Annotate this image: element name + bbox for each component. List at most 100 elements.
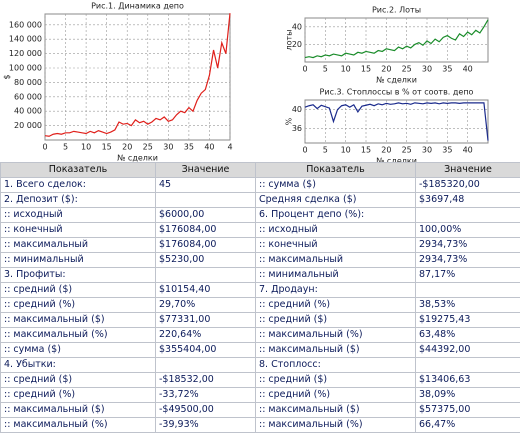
value-cell [155, 267, 256, 283]
value-cell: 63,48% [415, 327, 520, 343]
value-cell: -39,93% [155, 417, 256, 433]
value-cell: 2934,73% [415, 237, 520, 253]
label-cell: 6. Процент депо (%): [255, 207, 416, 223]
value-cell: 87,17% [415, 267, 520, 283]
label-cell: :: максимальный [0, 237, 156, 253]
label-cell: :: средний (%) [0, 387, 156, 403]
value-cell: 2934,73% [415, 252, 520, 268]
value-cell: 29,70% [155, 297, 256, 313]
value-cell: 220,64% [155, 327, 256, 343]
y-tick-label: 160 000 [9, 20, 42, 29]
label-cell: :: средний (%) [255, 387, 416, 403]
x-tick-label: 30 [422, 146, 432, 155]
label-cell: :: максимальный ($) [0, 402, 156, 418]
table-row: :: сумма ($) $355404,00:: максимальный ($… [0, 342, 520, 358]
value-cell: $3697,48 [415, 192, 520, 208]
x-tick-label: 5 [323, 65, 328, 74]
value-cell [155, 357, 256, 373]
chart-title: Рис.3. Стоплоссы в % от соотв. депо [320, 88, 474, 97]
table-row: :: средний ($) -$18532,00:: средний ($) $1… [0, 372, 520, 388]
value-cell: $5230,00 [155, 252, 256, 268]
value-cell: $10154,40 [155, 282, 256, 298]
y-tick-label: 36 [292, 124, 302, 133]
y-tick-label: 100 000 [9, 64, 42, 73]
x-tick-label: 5 [323, 146, 328, 155]
header-cell: Значение [155, 162, 256, 178]
charts: Рис.1. Динамика депо № сделки $0 5 10 15 20 25 3… [3, 2, 489, 163]
table-row: :: минимальный $5230,00:: максимальный 293… [0, 252, 520, 268]
y-tick-label: 140 000 [9, 35, 42, 44]
x-tick-label: 30 [163, 143, 173, 152]
label-cell: Средняя сделка ($) [255, 192, 416, 208]
y-tick-label: 20 000 [14, 121, 42, 130]
x-tick-label: 10 [81, 143, 91, 152]
y-tick-label: 80 000 [14, 78, 42, 87]
label-cell: :: максимальный ($) [0, 312, 156, 328]
value-cell: $57375,00 [415, 402, 520, 418]
x-tick-label: 10 [341, 146, 351, 155]
x-tick-label: 10 [341, 65, 351, 74]
label-cell: :: исходный [255, 222, 416, 238]
header-cell: Показатель [255, 162, 416, 178]
x-axis-label: № сделки [117, 154, 158, 163]
value-cell: $13406,63 [415, 372, 520, 388]
label-cell: :: средний ($) [255, 372, 416, 388]
value-cell: 38,09% [415, 387, 520, 403]
table-row: :: максимальный (%) 220,64%:: максимальны… [0, 327, 520, 343]
x-tick-label: 0 [302, 146, 307, 155]
x-tick-label: 20 [381, 146, 391, 155]
table-row: 3. Профиты::: минимальный 87,17% [0, 267, 520, 283]
data-line [304, 102, 489, 141]
label-cell: :: средний ($) [0, 372, 156, 388]
y-axis-label: лоты [285, 30, 294, 51]
value-cell [415, 207, 520, 223]
data-line [44, 13, 231, 137]
y-tick-label: 40 000 [14, 107, 42, 116]
y-tick-label: 40 [292, 105, 302, 114]
x-tick-label: 15 [361, 65, 371, 74]
label-cell: :: средний (%) [255, 297, 416, 313]
header-cell: Значение [415, 162, 520, 178]
label-cell: :: минимальный [0, 252, 156, 268]
value-cell: $77331,00 [155, 312, 256, 328]
x-tick-label: 35 [442, 146, 452, 155]
label-cell: :: минимальный [255, 267, 416, 283]
table-row: :: максимальный (%) -39,93%:: максимальны… [0, 417, 520, 433]
plot-area [304, 99, 489, 144]
y-tick-label: 20 [292, 40, 302, 49]
x-axis-label: № сделки [376, 76, 417, 85]
table-row: :: средний ($) $10154,40 7. Дродаун: [0, 282, 520, 298]
x-tick-label: 5 [63, 143, 68, 152]
table-row: :: максимальный ($) $77331,00:: средний (… [0, 312, 520, 328]
label-cell: :: максимальный ($) [255, 402, 416, 418]
stats-table: Показатель Значение Показатель Значение 1. … [0, 162, 520, 433]
value-cell: -33,72% [155, 387, 256, 403]
table-header: Показатель Значение Показатель Значение [0, 162, 520, 178]
table-row: 4. Убытки: 8. Стоплосс: [0, 357, 520, 373]
y-axis-label: % [285, 117, 294, 125]
x-tick-label: 4 [227, 143, 232, 152]
value-cell: $176084,00 [155, 222, 256, 238]
y-tick-label: 40 [292, 22, 302, 31]
x-tick-label: 25 [402, 146, 412, 155]
y-axis-label: $ [3, 74, 12, 79]
label-cell: :: исходный [0, 207, 156, 223]
table-row: 1. Всего сделок: 45:: сумма ($) -$185320,0… [0, 177, 520, 193]
data-line [304, 19, 489, 59]
x-tick-label: 30 [422, 65, 432, 74]
table-row: :: максимальный ($) -$49500,00:: максимал… [0, 402, 520, 418]
label-cell: :: конечный [255, 237, 416, 253]
x-tick-label: 25 [402, 65, 412, 74]
label-cell: :: конечный [0, 222, 156, 238]
table-row: :: средний (%) 29,70%:: средний (%) 38,53% [0, 297, 520, 313]
x-tick-label: 20 [122, 143, 132, 152]
label-cell: :: сумма ($) [0, 342, 156, 358]
x-tick-label: 40 [463, 65, 473, 74]
x-tick-label: 15 [361, 146, 371, 155]
x-tick-label: 35 [184, 143, 194, 152]
x-tick-label: 0 [42, 143, 47, 152]
label-cell: 3. Профиты: [0, 267, 156, 283]
label-cell: 8. Стоплосс: [255, 357, 416, 373]
value-cell: $176084,00 [155, 237, 256, 253]
